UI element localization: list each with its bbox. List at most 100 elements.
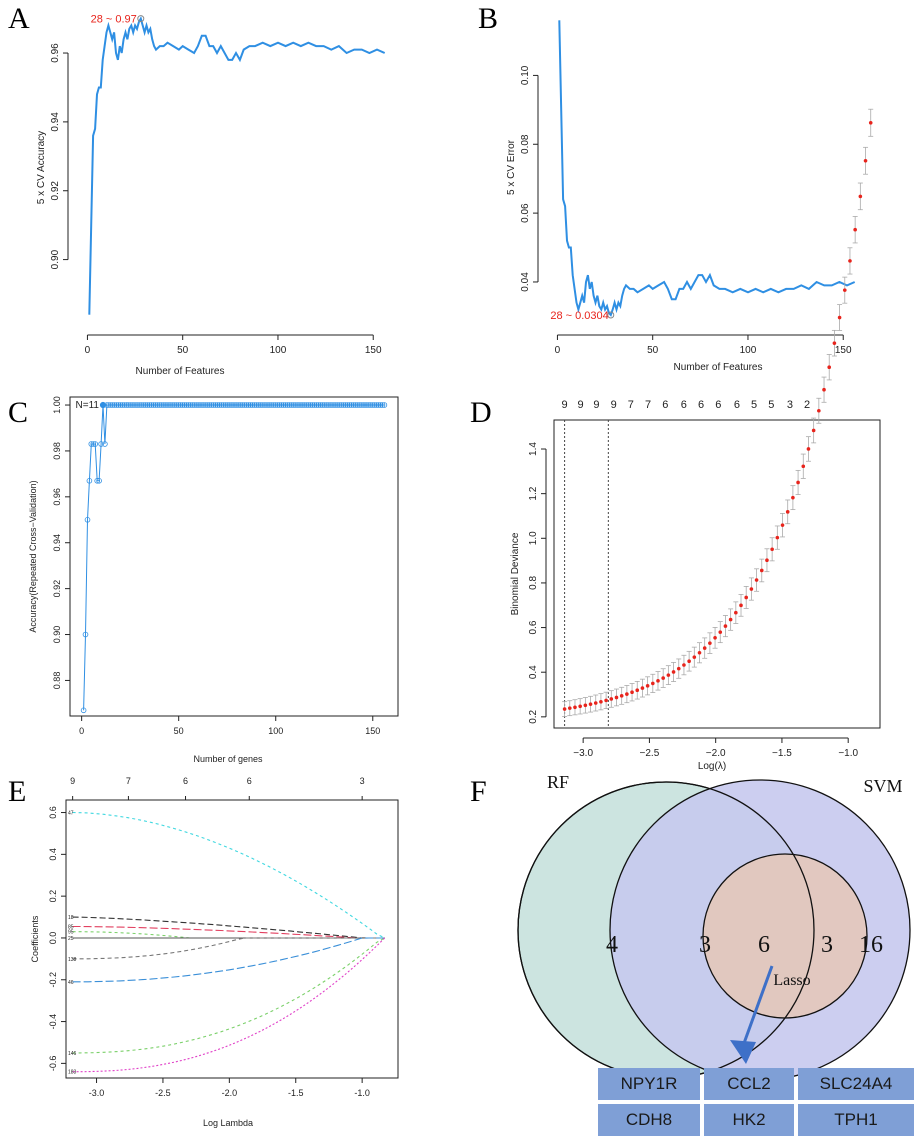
x-tick-label: 0 <box>85 345 91 356</box>
data-point <box>334 402 341 408</box>
data-point <box>216 402 223 408</box>
top-axis-label: 9 <box>593 399 599 411</box>
data-point <box>375 402 382 408</box>
data-point <box>172 402 178 408</box>
plot-frame <box>553 419 881 729</box>
top-axis-label: 9 <box>70 776 75 786</box>
series-line <box>83 404 385 711</box>
data-point <box>212 402 219 408</box>
y-tick-label: 0.8 <box>528 576 539 590</box>
coefficient-label: 85 <box>68 924 74 930</box>
data-point <box>801 464 806 469</box>
data-point <box>827 365 832 370</box>
coefficient-label: 138 <box>68 957 77 963</box>
x-axis-title: Log(λ) <box>698 761 726 772</box>
data-point <box>645 684 650 688</box>
y-tick-label: 0.2 <box>528 709 539 723</box>
panel-letter-e: E <box>8 775 27 808</box>
plot-frame <box>69 396 399 717</box>
data-point <box>713 636 717 640</box>
data-point <box>708 641 712 645</box>
x-tick-label: -2.5 <box>155 1088 171 1098</box>
data-point <box>284 402 291 408</box>
x-tick-label: 150 <box>365 726 380 736</box>
data-point <box>177 402 184 408</box>
data-point <box>94 477 100 484</box>
data-point <box>115 402 122 408</box>
x-axis-title: Log Lambda <box>203 1118 253 1128</box>
data-point <box>749 587 754 591</box>
data-point <box>367 402 374 408</box>
x-axis-title: Number of Features <box>674 362 763 373</box>
data-point <box>247 402 254 408</box>
data-point <box>313 402 320 408</box>
data-point <box>837 315 842 320</box>
x-tick-label: 150 <box>365 345 382 356</box>
data-point <box>205 402 211 408</box>
y-tick-label: 0.6 <box>528 620 539 634</box>
gene-cell: CCL2 <box>704 1068 794 1100</box>
coefficient-label: 95 <box>68 930 74 936</box>
data-point <box>272 402 279 408</box>
data-point <box>780 523 785 527</box>
best-point-marker <box>607 311 615 319</box>
x-tick-label: 0 <box>555 345 561 356</box>
data-point <box>92 441 98 447</box>
coefficient-path <box>72 937 385 960</box>
data-point <box>123 402 130 408</box>
y-axis-title: Coefficients <box>30 915 40 962</box>
y-tick-label: 0.4 <box>528 665 539 679</box>
data-point <box>770 547 774 552</box>
data-point <box>300 402 306 408</box>
data-point <box>189 402 196 408</box>
y-tick-label: -0.6 <box>48 1056 58 1072</box>
y-tick-label: 0.2 <box>48 890 58 903</box>
data-point <box>379 402 386 408</box>
y-tick-label: 0.4 <box>48 848 58 861</box>
y-tick-label: 0.98 <box>52 442 62 460</box>
y-tick-label: 0.96 <box>50 43 61 63</box>
data-point <box>342 402 349 408</box>
data-point <box>173 402 180 408</box>
data-point <box>868 120 873 125</box>
x-axis-title: Number of Features <box>136 366 225 377</box>
data-point <box>290 402 297 408</box>
data-point <box>119 402 126 408</box>
data-point <box>288 402 295 408</box>
data-point <box>82 631 89 638</box>
gene-cell: SLC24A4 <box>798 1068 914 1100</box>
x-tick-label: −2.0 <box>706 748 726 759</box>
data-point <box>842 288 847 292</box>
data-point <box>822 387 826 392</box>
coefficient-label: 46 <box>68 980 74 986</box>
x-tick-label: 100 <box>268 726 283 736</box>
x-tick-label: −1.5 <box>772 748 792 759</box>
data-point <box>265 402 271 408</box>
data-point <box>599 699 603 704</box>
data-point <box>676 666 681 671</box>
data-point <box>640 686 645 690</box>
best-point-marker <box>99 401 107 409</box>
data-point <box>863 158 868 163</box>
data-point <box>243 402 250 408</box>
data-point <box>280 402 287 408</box>
top-axis-label: 6 <box>715 399 721 411</box>
data-point <box>336 402 343 408</box>
data-point <box>191 402 198 408</box>
coefficient-path <box>72 937 386 1073</box>
data-point <box>251 402 258 408</box>
y-axis-title: 5 x CV Error <box>506 139 517 195</box>
x-axis-title: Number of genes <box>193 754 263 764</box>
y-tick-label: 0.6 <box>48 806 58 819</box>
data-point <box>309 402 316 408</box>
coefficient-label: 146 <box>68 1051 77 1057</box>
data-point <box>230 402 236 408</box>
y-tick-label: 0.94 <box>50 112 61 132</box>
data-point <box>121 402 128 408</box>
top-axis-label: 6 <box>183 776 188 786</box>
data-point <box>661 676 665 680</box>
data-point <box>817 408 821 413</box>
data-point <box>179 402 186 408</box>
data-point <box>111 402 118 408</box>
